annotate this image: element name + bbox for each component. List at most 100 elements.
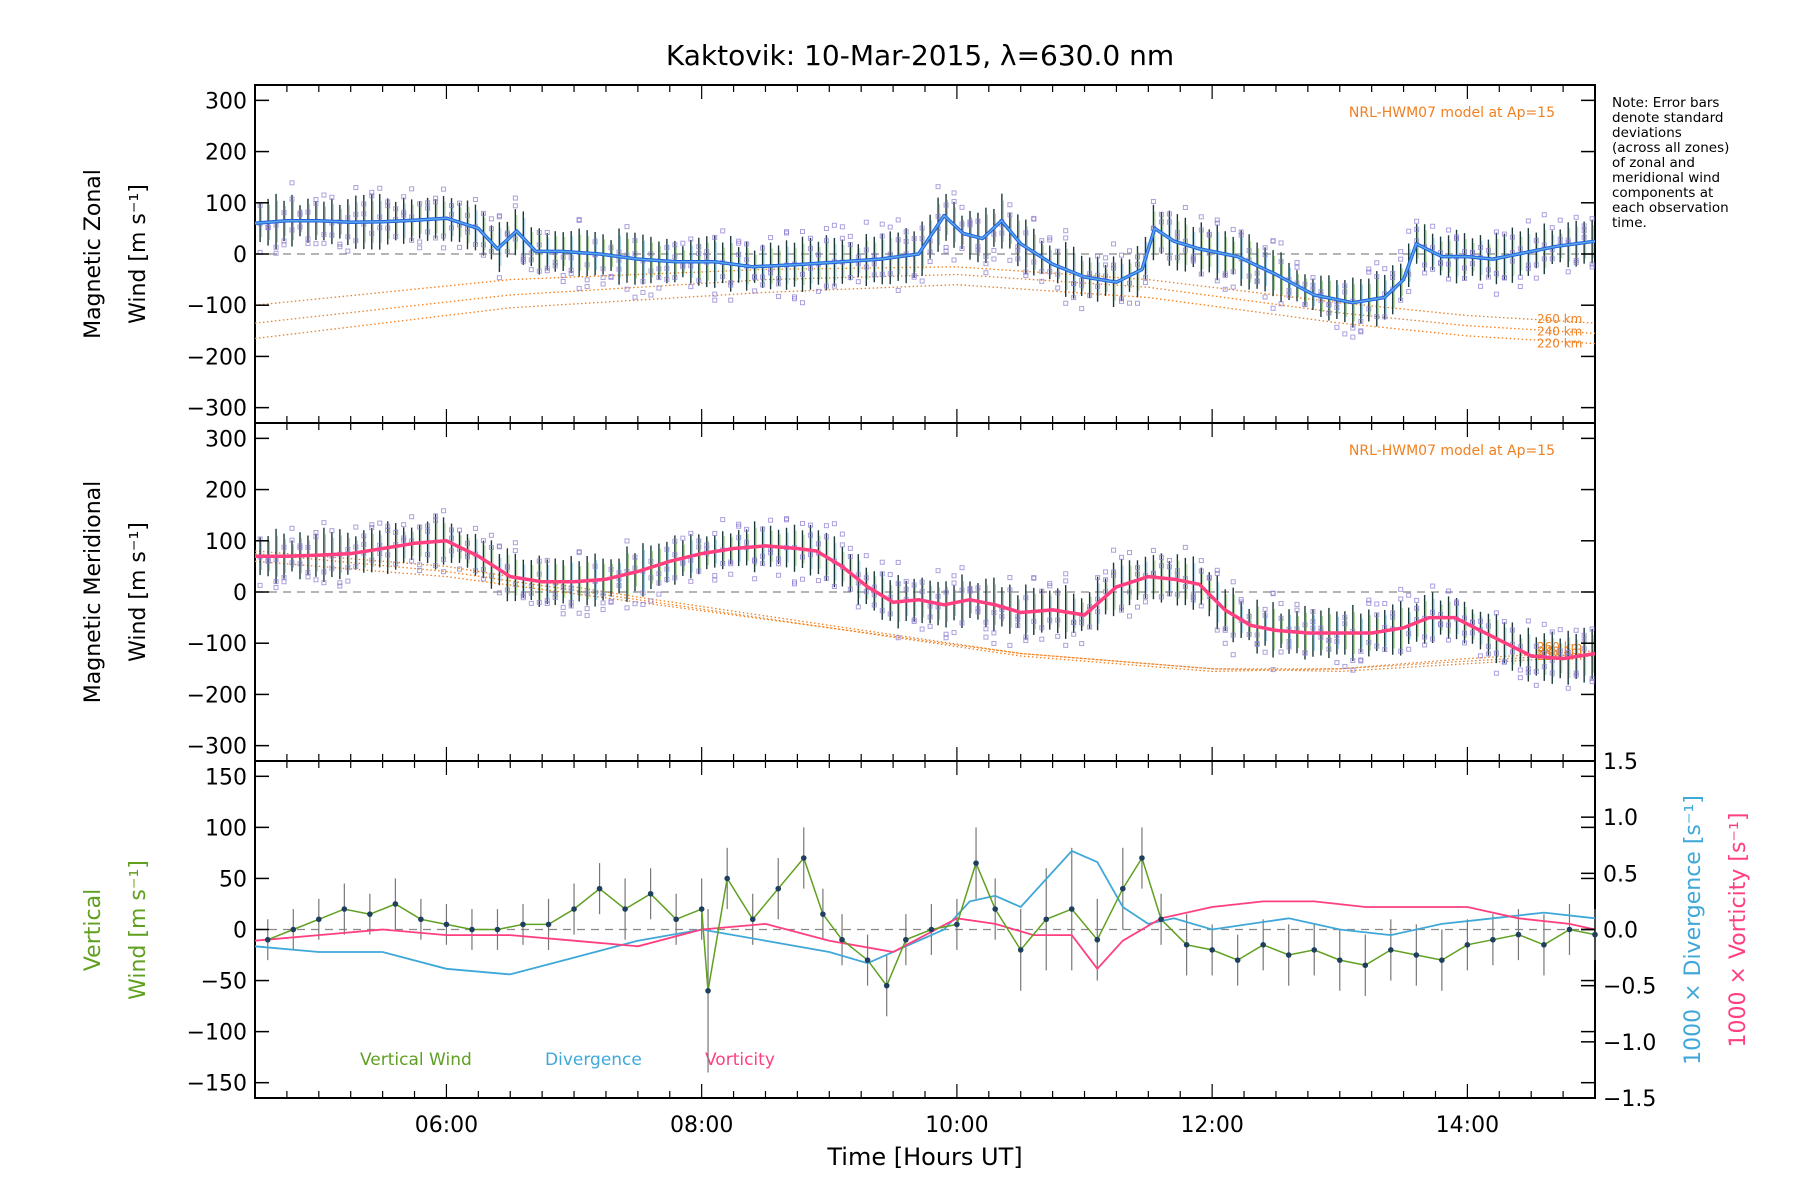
zone-sample xyxy=(1406,288,1412,294)
zone-sample xyxy=(1374,274,1380,280)
zone-sample xyxy=(1039,278,1045,284)
zone-sample xyxy=(1095,575,1101,581)
zone-sample xyxy=(720,228,726,234)
zone-sample xyxy=(401,522,407,528)
zone-sample xyxy=(919,589,925,595)
zone-sample xyxy=(1238,232,1244,238)
zone-sample xyxy=(457,527,463,533)
zone-sample xyxy=(1493,670,1499,676)
zone-sample xyxy=(1398,249,1404,255)
zone-sample xyxy=(728,559,734,565)
zone-sample xyxy=(528,267,534,273)
zone-sample xyxy=(919,626,925,632)
zone-sample xyxy=(1541,212,1547,218)
zone-sample xyxy=(847,586,853,592)
y-tick-label: −50 xyxy=(201,970,247,995)
zone-sample xyxy=(568,599,574,605)
zone-sample xyxy=(1262,649,1268,655)
zone-sample xyxy=(903,578,909,584)
zone-sample xyxy=(672,575,678,581)
zone-sample xyxy=(584,613,590,619)
vertical-wind-point xyxy=(392,901,399,907)
zone-sample xyxy=(919,236,925,242)
zone-sample xyxy=(712,573,718,579)
zone-sample xyxy=(664,265,670,271)
zone-sample xyxy=(919,579,925,585)
zone-sample xyxy=(728,571,734,577)
zone-sample xyxy=(305,544,311,550)
zone-sample xyxy=(1310,619,1316,625)
zone-sample xyxy=(1278,649,1284,655)
note-line: deviations xyxy=(1612,125,1682,141)
zone-sample xyxy=(1342,283,1348,289)
zone-sample xyxy=(337,244,343,250)
vertical-ylabel-line1: Vertical xyxy=(81,889,106,971)
zone-sample xyxy=(480,242,486,248)
zone-sample xyxy=(640,590,646,596)
zone-sample xyxy=(815,288,821,294)
zone-sample xyxy=(520,256,526,262)
zone-sample xyxy=(528,600,534,606)
zone-sample xyxy=(1095,253,1101,259)
zone-sample xyxy=(991,231,997,237)
zone-sample xyxy=(1127,300,1133,306)
zone-sample xyxy=(1230,269,1236,275)
zone-sample xyxy=(425,205,431,211)
y-tick-label: 200 xyxy=(205,141,247,166)
zone-sample xyxy=(393,561,399,567)
zone-sample xyxy=(1246,614,1252,620)
zone-sample xyxy=(584,283,590,289)
zone-sample xyxy=(464,540,470,546)
zone-sample xyxy=(983,270,989,276)
zone-sample xyxy=(696,244,702,250)
zone-sample xyxy=(1222,640,1228,646)
zone-sample xyxy=(1182,584,1188,590)
zone-sample xyxy=(480,252,486,258)
zone-sample xyxy=(999,613,1005,619)
zone-sample xyxy=(1174,229,1180,235)
zone-sample xyxy=(1294,260,1300,266)
vorticity-axis-label: 1000 × Vorticity [s⁻¹] xyxy=(1726,813,1751,1048)
x-tick-label: 12:00 xyxy=(1180,1113,1243,1138)
zone-sample xyxy=(720,560,726,566)
zone-sample xyxy=(1031,618,1037,624)
zone-sample xyxy=(1286,288,1292,294)
zone-sample xyxy=(1573,627,1579,633)
zone-sample xyxy=(983,626,989,632)
zone-sample xyxy=(983,634,989,640)
zone-sample xyxy=(776,561,782,567)
zone-sample xyxy=(1015,613,1021,619)
legend-vertical-wind: Vertical Wind xyxy=(360,1050,472,1070)
vertical-wind-point xyxy=(1120,885,1126,892)
zone-sample xyxy=(1047,269,1053,275)
zone-sample xyxy=(951,630,957,636)
zone-sample xyxy=(592,563,598,569)
zone-sample xyxy=(784,230,790,236)
zone-sample xyxy=(1430,245,1436,251)
zone-sample xyxy=(1214,217,1220,223)
zone-sample xyxy=(927,603,933,609)
zone-sample xyxy=(1533,643,1539,649)
zone-sample xyxy=(927,249,933,255)
zone-sample xyxy=(760,561,766,567)
zone-sample xyxy=(1222,286,1228,292)
zone-sample xyxy=(1446,637,1452,643)
zone-sample xyxy=(1422,634,1428,640)
vertical-wind-point xyxy=(290,926,297,933)
zone-sample xyxy=(935,184,941,190)
zone-sample xyxy=(680,240,686,246)
zone-sample xyxy=(1541,621,1547,627)
zone-sample xyxy=(544,268,550,274)
zone-sample xyxy=(1581,234,1587,240)
zone-sample xyxy=(752,288,758,294)
zone-sample xyxy=(959,620,965,626)
zone-sample xyxy=(1079,641,1085,647)
vertical-wind-point xyxy=(341,906,348,912)
zone-sample xyxy=(441,556,447,562)
zone-sample xyxy=(1087,271,1093,277)
zone-sample xyxy=(608,245,614,251)
zone-sample xyxy=(688,236,694,242)
zone-sample xyxy=(369,557,375,563)
zone-sample xyxy=(393,234,399,240)
